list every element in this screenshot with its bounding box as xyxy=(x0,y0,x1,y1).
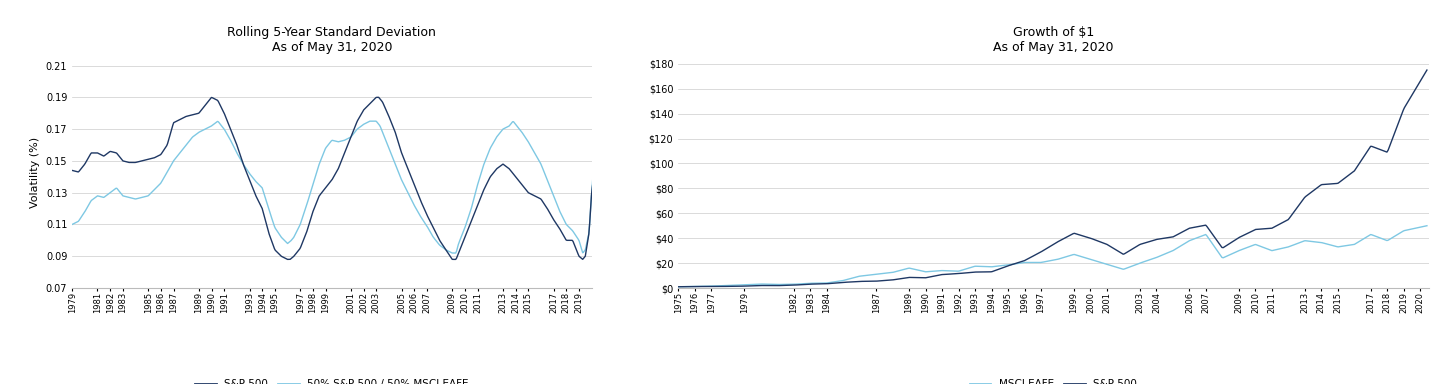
Legend: MSCI EAFE, S&P 500: MSCI EAFE, S&P 500 xyxy=(965,375,1141,384)
Title: Growth of $1
As of May 31, 2020: Growth of $1 As of May 31, 2020 xyxy=(993,26,1114,54)
Y-axis label: Volatility (%): Volatility (%) xyxy=(30,137,40,209)
Title: Rolling 5-Year Standard Deviation
As of May 31, 2020: Rolling 5-Year Standard Deviation As of … xyxy=(228,26,436,54)
Legend: S&P 500, 50% S&P 500 / 50% MSCI EAFE: S&P 500, 50% S&P 500 / 50% MSCI EAFE xyxy=(190,375,473,384)
